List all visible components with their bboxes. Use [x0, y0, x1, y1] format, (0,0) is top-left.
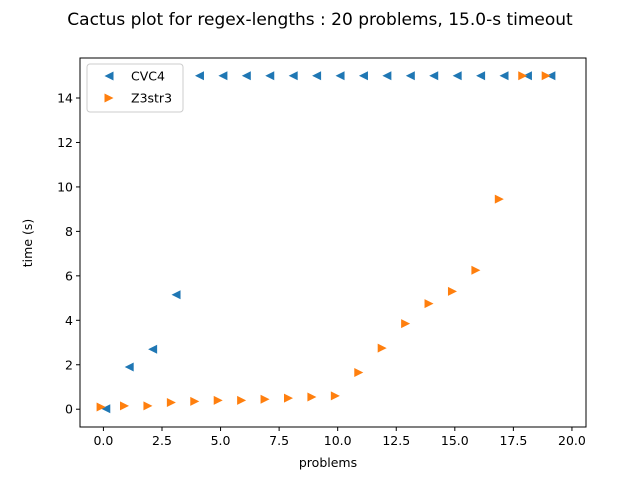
data-point-z3str3 [354, 368, 364, 378]
data-point-cvc4 [194, 71, 204, 81]
data-point-cvc4 [546, 71, 556, 81]
legend-marker-cvc4 [104, 71, 114, 81]
x-tick-label: 15.0 [441, 433, 469, 448]
y-tick-label: 0 [65, 402, 73, 417]
data-point-cvc4 [148, 344, 158, 354]
x-tick-label: 17.5 [499, 433, 527, 448]
data-point-cvc4 [288, 71, 298, 81]
data-point-z3str3 [307, 392, 317, 402]
data-point-z3str3 [424, 299, 434, 309]
data-point-cvc4 [429, 71, 439, 81]
data-point-cvc4 [101, 404, 111, 414]
data-point-z3str3 [283, 393, 293, 403]
data-point-cvc4 [358, 71, 368, 81]
data-point-z3str3 [401, 319, 411, 329]
y-tick-label: 4 [65, 313, 73, 328]
data-point-z3str3 [96, 402, 106, 412]
plot-frame [79, 57, 587, 428]
data-point-z3str3 [190, 396, 200, 406]
data-point-z3str3 [213, 395, 223, 405]
legend-label-z3str3: Z3str3 [131, 91, 172, 106]
data-point-cvc4 [405, 71, 415, 81]
axes: 0.0 2.5 5.0 7.5 10.0 12.5 15.0 17.5 20.0 0 2 4 6 8 10 1… [57, 57, 587, 448]
y-tick-label: 2 [65, 357, 73, 372]
data-point-cvc4 [452, 71, 462, 81]
data-point-z3str3 [237, 395, 247, 405]
y-tick-label: 12 [57, 135, 73, 150]
y-tick-label: 8 [65, 224, 73, 239]
data-point-z3str3 [120, 401, 130, 411]
y-tick-label: 14 [57, 91, 73, 106]
y-tick-label: 6 [65, 268, 73, 283]
data-point-cvc4 [476, 71, 486, 81]
data-point-z3str3 [377, 343, 387, 353]
x-tick-label: 0.0 [93, 433, 113, 448]
data-point-cvc4 [499, 71, 509, 81]
data-point-z3str3 [143, 401, 153, 411]
y-axis-label: time (s) [20, 219, 35, 267]
x-tick-label: 2.5 [152, 433, 172, 448]
data-point-cvc4 [335, 71, 345, 81]
x-tick-label: 7.5 [269, 433, 289, 448]
data-point-cvc4 [241, 71, 251, 81]
data-point-z3str3 [166, 398, 176, 408]
data-point-cvc4 [382, 71, 392, 81]
plot-area [96, 71, 556, 414]
data-point-cvc4 [522, 71, 532, 81]
series-cvc4 [101, 71, 556, 414]
data-point-z3str3 [447, 286, 457, 296]
y-tick-label: 10 [57, 179, 73, 194]
data-point-cvc4 [218, 71, 228, 81]
x-tick-label: 10.0 [324, 433, 352, 448]
x-tick-label: 5.0 [211, 433, 231, 448]
data-point-cvc4 [312, 71, 322, 81]
data-point-cvc4 [171, 290, 181, 300]
data-point-z3str3 [494, 194, 504, 204]
data-point-cvc4 [124, 362, 134, 372]
legend-label-cvc4: CVC4 [131, 69, 165, 84]
x-tick-label: 20.0 [558, 433, 586, 448]
legend-marker-z3str3 [104, 93, 114, 103]
x-tick-label: 12.5 [382, 433, 410, 448]
data-point-z3str3 [330, 391, 340, 401]
data-point-z3str3 [471, 265, 481, 275]
data-point-z3str3 [541, 71, 551, 81]
data-point-z3str3 [518, 71, 528, 81]
x-axis-label: problems [299, 455, 357, 470]
data-point-z3str3 [260, 394, 270, 404]
data-point-cvc4 [265, 71, 275, 81]
series-z3str3 [96, 71, 551, 412]
chart-title: Cactus plot for regex-lengths : 20 probl… [67, 10, 573, 30]
legend: CVC4 Z3str3 [86, 63, 184, 113]
